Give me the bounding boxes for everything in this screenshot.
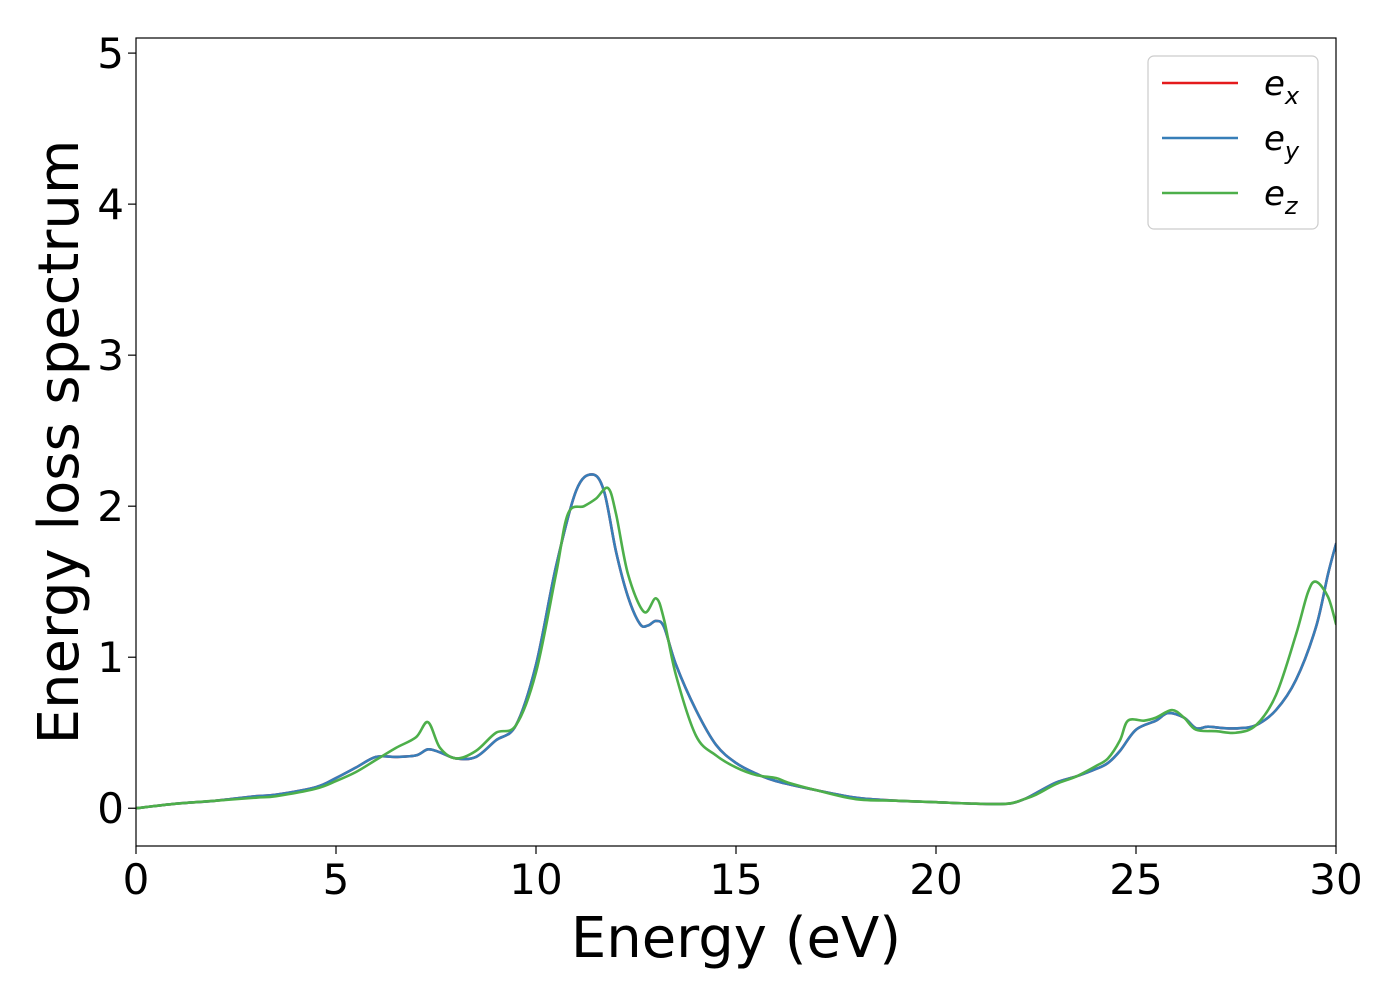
- legend: ex ey ez: [1147, 55, 1319, 230]
- y-axis: 0 1 2 3 4 5: [97, 29, 136, 833]
- x-tick-label: 20: [909, 855, 962, 904]
- y-tick-label: 4: [97, 180, 124, 229]
- series-layer: [136, 473, 1336, 810]
- x-tick-label: 5: [323, 855, 350, 904]
- y-tick-label: 0: [97, 784, 124, 833]
- legend-label-e-z: ez: [1264, 174, 1299, 220]
- x-tick-label: 30: [1309, 855, 1362, 904]
- y-tick-label: 3: [97, 331, 124, 380]
- x-tick-label: 10: [509, 855, 562, 904]
- y-tick-label: 1: [97, 633, 124, 682]
- x-tick-label: 15: [709, 855, 762, 904]
- y-axis-title: Energy loss spectrum: [27, 140, 92, 745]
- legend-label-e-y: ey: [1264, 119, 1300, 165]
- x-axis: 0 5 10 15 20 25 30: [123, 846, 1363, 904]
- x-axis-title: Energy (eV): [571, 906, 901, 971]
- legend-box: [1147, 55, 1319, 230]
- series-line-e-x: [136, 473, 1336, 810]
- x-tick-label: 25: [1109, 855, 1162, 904]
- series-line-e-y: [136, 473, 1336, 810]
- x-tick-label: 0: [123, 855, 150, 904]
- series-line-e-z: [136, 486, 1336, 810]
- y-tick-label: 2: [97, 482, 124, 531]
- y-tick-label: 5: [97, 29, 124, 78]
- legend-label-e-x: ex: [1264, 64, 1300, 110]
